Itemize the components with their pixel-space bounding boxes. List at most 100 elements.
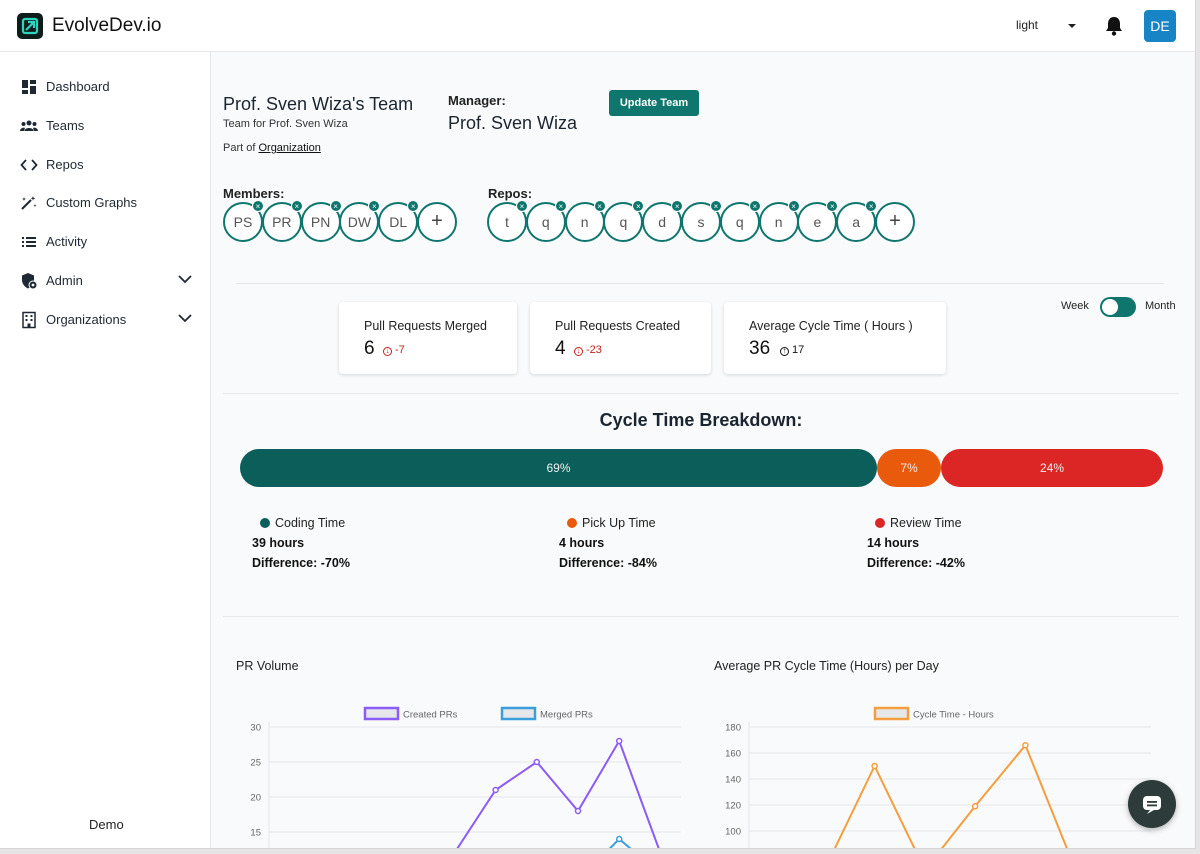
legend-pickup-time: Pick Up Time 4 hours Difference: -84% [559, 516, 657, 570]
legend-label: Cycle Time - Hours [913, 710, 994, 721]
sidebar-item-label: Dashboard [46, 79, 110, 94]
repo-chip[interactable]: a × [836, 200, 878, 242]
remove-icon[interactable]: × [407, 200, 420, 212]
segment-coding-time[interactable]: 69% [240, 449, 877, 487]
kpi-value: 4 [555, 338, 566, 359]
toggle-month-label: Month [1145, 300, 1176, 312]
member-chip[interactable]: PN × [300, 200, 342, 242]
building-icon [22, 311, 36, 329]
sidebar-item-dashboard[interactable]: Dashboard [20, 75, 196, 99]
theme-select[interactable]: light [1016, 18, 1078, 36]
repo-chip[interactable]: e × [797, 200, 839, 242]
member-chip[interactable]: DL × [378, 200, 420, 242]
part-of-prefix: Part of [223, 142, 256, 154]
organization-link[interactable]: Organization [258, 142, 321, 154]
remove-icon[interactable]: × [252, 200, 264, 212]
remove-icon[interactable]: × [787, 200, 800, 212]
data-point [492, 786, 499, 794]
remove-icon[interactable]: × [865, 200, 878, 212]
kpi-label: Average Cycle Time ( Hours ) [749, 319, 913, 333]
data-point [971, 803, 979, 810]
member-chip-label: PS [233, 214, 253, 230]
repo-chip[interactable]: s × [681, 200, 722, 242]
repo-chip-label: n [774, 214, 783, 230]
data-point [574, 807, 582, 815]
chat-icon [1143, 796, 1161, 814]
remove-icon[interactable]: × [554, 200, 567, 212]
sidebar-item-repos[interactable]: Repos [20, 153, 196, 177]
member-chip[interactable]: DW × [339, 200, 381, 242]
sidebar-item-organizations[interactable]: Organizations [20, 308, 196, 332]
toggle-week-label: Week [1061, 300, 1089, 312]
add-repo-button[interactable]: + [875, 202, 915, 242]
remove-icon[interactable]: × [826, 200, 839, 212]
sidebar-item-custom-graphs[interactable]: Custom Graphs [20, 191, 196, 215]
remove-icon[interactable]: × [368, 200, 381, 212]
add-member-button[interactable]: + [417, 202, 457, 242]
kpi-value: 6 [364, 338, 375, 359]
legend-hours: 4 hours [559, 536, 605, 550]
remove-icon[interactable]: × [632, 200, 645, 212]
repo-chip[interactable]: q × [525, 200, 567, 242]
repo-chip[interactable]: t × [487, 200, 528, 242]
repo-chip-label: t [505, 214, 509, 230]
chart-title-cycle-time: Average PR Cycle Time (Hours) per Day [714, 659, 939, 673]
repo-chip[interactable]: n × [564, 200, 606, 242]
dashboard-icon [22, 80, 36, 94]
remove-icon[interactable]: × [329, 200, 342, 212]
kpi-label: Pull Requests Created [555, 319, 681, 333]
arrow-up-circle-icon: ↑ [780, 347, 789, 356]
remove-icon[interactable]: × [516, 200, 528, 212]
remove-icon[interactable]: × [671, 200, 684, 212]
y-tick-label: 100 [725, 827, 741, 838]
y-tick-label: 180 [725, 723, 741, 734]
magic-wand-icon [21, 196, 37, 210]
week-month-switch[interactable] [1100, 297, 1136, 317]
brand-name[interactable]: EvolveDev.io [52, 15, 162, 36]
update-team-button[interactable]: Update Team [609, 90, 699, 116]
kpi-delta-value: 17 [792, 344, 805, 356]
sidebar-item-activity[interactable]: Activity [20, 230, 196, 254]
legend-hours: 14 hours [867, 536, 920, 550]
logo-icon[interactable] [17, 13, 43, 39]
remove-icon[interactable]: × [748, 200, 761, 212]
period-toggle[interactable]: Week Month [1061, 297, 1181, 318]
kpi-delta: ↓ -7 [383, 344, 405, 356]
remove-icon[interactable]: × [710, 200, 722, 212]
repo-chip-label: n [580, 214, 589, 230]
data-point [533, 758, 541, 766]
repo-chip[interactable]: n × [758, 200, 800, 242]
legend-name: Review Time [890, 516, 962, 530]
segment-pickup-time[interactable]: 7% [877, 449, 941, 487]
member-chip[interactable]: PR × [261, 200, 303, 242]
shield-icon [22, 273, 38, 290]
chat-button[interactable] [1128, 780, 1176, 828]
remove-icon[interactable]: × [593, 200, 606, 212]
member-chip-label: PN [310, 214, 331, 230]
sidebar-item-label: Activity [46, 234, 88, 249]
theme-select-value: light [1016, 18, 1039, 32]
teams-icon [20, 120, 38, 131]
legend-dot [875, 518, 885, 528]
sidebar-item-admin[interactable]: Admin [20, 269, 196, 293]
sidebar-item-label: Admin [46, 273, 83, 288]
member-chip-label: DL [389, 214, 408, 230]
remove-icon[interactable]: × [290, 200, 303, 212]
repo-chip[interactable]: d × [642, 200, 684, 242]
user-avatar[interactable]: DE [1144, 10, 1176, 42]
caret-down-icon [1068, 24, 1076, 28]
kpi-delta-value: -7 [395, 344, 405, 356]
main-content: Prof. Sven Wiza's Team Team for Prof. Sv… [211, 52, 1195, 848]
chevron-down-icon[interactable] [178, 313, 192, 323]
repo-chip[interactable]: q × [719, 200, 761, 242]
chevron-down-icon[interactable] [178, 274, 192, 284]
segment-review-time[interactable]: 24% [941, 449, 1163, 487]
sidebar-item-label: Teams [46, 118, 85, 133]
repo-chip[interactable]: q × [603, 200, 645, 242]
data-point [871, 762, 878, 770]
legend-name: Pick Up Time [582, 516, 656, 530]
member-chip[interactable]: PS × [223, 200, 264, 242]
bell-icon[interactable] [1104, 15, 1124, 37]
sidebar-item-teams[interactable]: Teams [20, 114, 196, 138]
